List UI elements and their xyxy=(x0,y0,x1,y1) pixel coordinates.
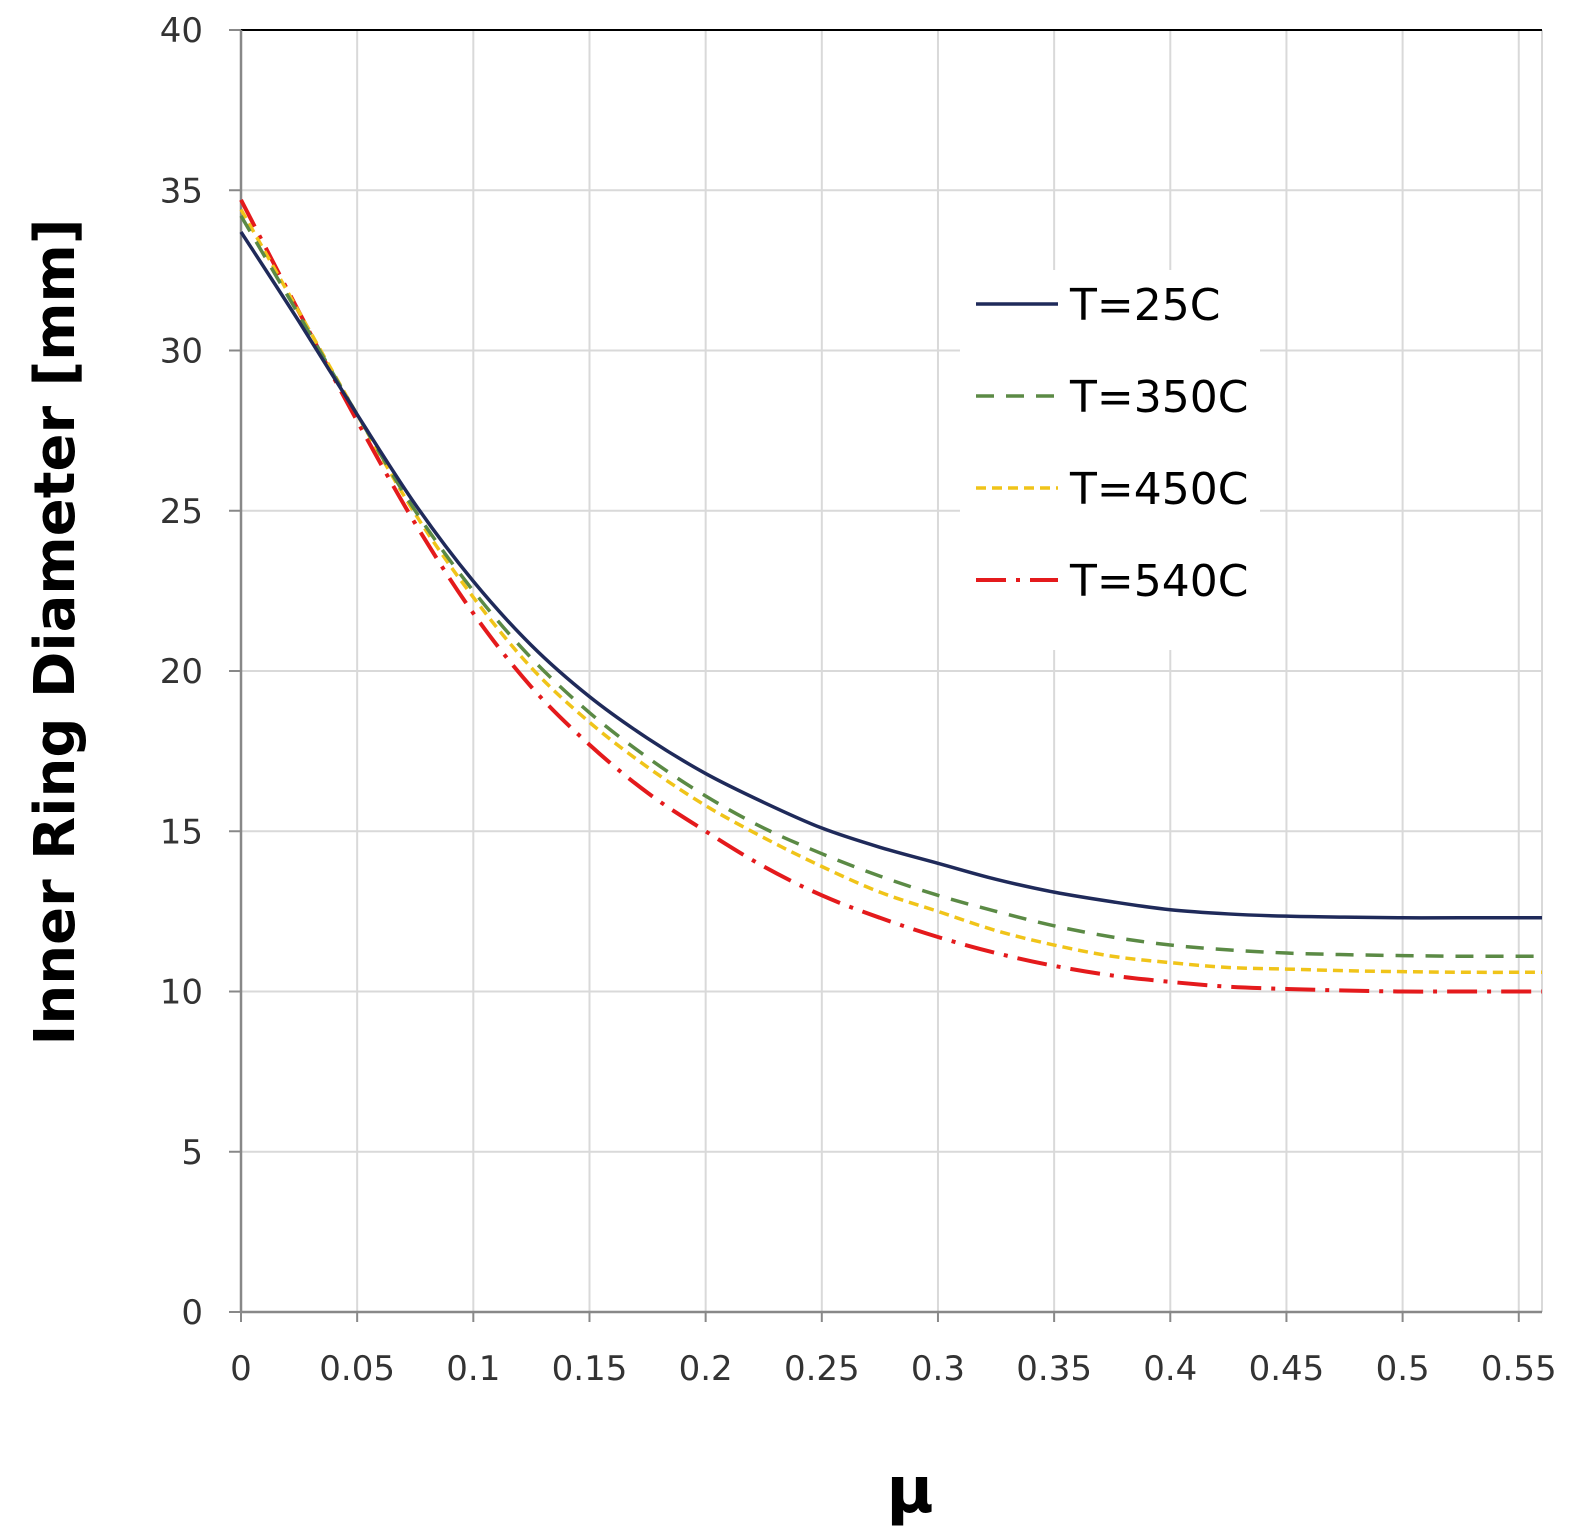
x-tick-label: 0.2 xyxy=(679,1349,733,1389)
y-tick-label: 0 xyxy=(181,1293,203,1333)
x-tick-label: 0.15 xyxy=(552,1349,628,1389)
legend: T=25C T=350C T=450C T=540C xyxy=(960,270,1260,650)
axes xyxy=(229,29,1542,1322)
y-tick-label: 30 xyxy=(160,332,203,372)
x-tick-label: 0.1 xyxy=(446,1349,500,1389)
x-tick-label: 0.55 xyxy=(1481,1349,1557,1389)
x-tick-label: 0.35 xyxy=(1016,1349,1092,1389)
series-group xyxy=(239,198,1543,994)
series-line-t-540c xyxy=(239,198,1542,994)
x-tick-label: 0.45 xyxy=(1249,1349,1325,1389)
series-line-t-25c xyxy=(239,230,1543,920)
y-tick-label: 15 xyxy=(160,812,203,852)
x-tick-label: 0.05 xyxy=(319,1349,395,1389)
x-tick-label: 0.3 xyxy=(911,1349,965,1389)
series-line-t-450c xyxy=(239,208,1543,975)
x-tick-label: 0 xyxy=(230,1349,252,1389)
y-tick-label: 35 xyxy=(160,171,203,211)
legend-background xyxy=(960,270,1260,650)
grid xyxy=(240,29,1543,1313)
legend-label: T=25C xyxy=(1069,280,1220,331)
x-tick-label: 0.4 xyxy=(1143,1349,1197,1389)
legend-label: T=540C xyxy=(1069,556,1248,607)
x-tick-label: 0.5 xyxy=(1376,1349,1430,1389)
series-line-t-350c xyxy=(239,215,1543,959)
x-tick-label: 0.25 xyxy=(784,1349,860,1389)
y-tick-label: 40 xyxy=(160,11,203,51)
y-tick-label: 5 xyxy=(181,1133,203,1173)
y-axis-title: Inner Ring Diameter [mm] xyxy=(23,219,88,1046)
legend-label: T=350C xyxy=(1069,372,1248,423)
x-axis-title: μ xyxy=(886,1454,933,1526)
y-tick-label: 25 xyxy=(160,492,203,532)
y-tick-label: 20 xyxy=(160,652,203,692)
y-tick-label: 10 xyxy=(160,973,203,1013)
legend-label: T=450C xyxy=(1069,464,1248,515)
tick-labels: 0 0.05 0.1 0.15 0.2 0.25 0.3 0.35 0.4 0.45 0.5 0.55… xyxy=(160,11,1557,1389)
